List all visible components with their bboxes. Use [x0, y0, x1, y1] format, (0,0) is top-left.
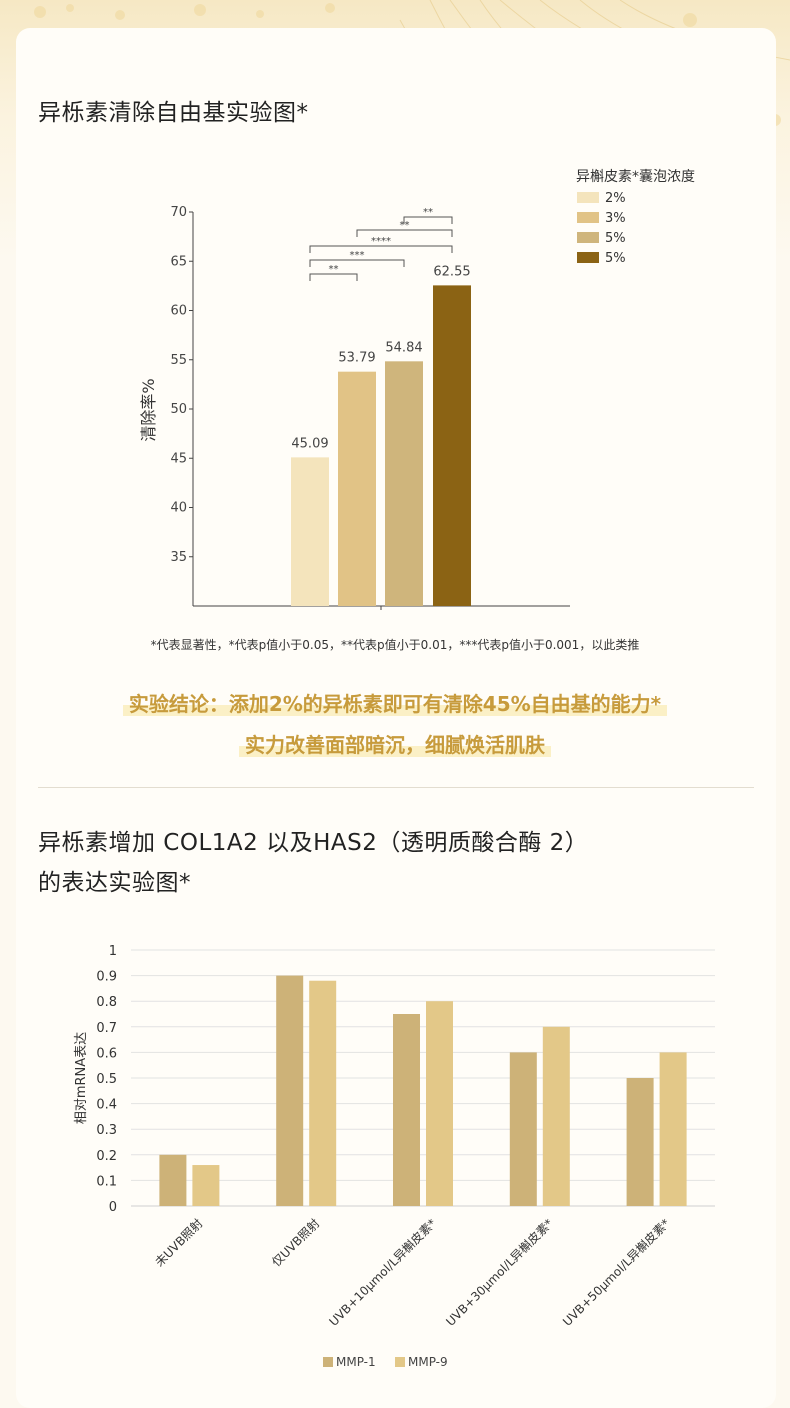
category-label: 未UVB照射	[152, 1216, 206, 1270]
legend-label: MMP-1	[336, 1355, 376, 1369]
significance-stars: ***	[350, 250, 365, 261]
y-tick-label: 45	[170, 451, 187, 466]
category-label: UVB+10μmol/L异槲皮素*	[326, 1216, 439, 1329]
significance-bracket	[356, 229, 453, 237]
mrna-expression-chart-svg: 0 0.1 0.2 0.3 0.4 0.5 0.6 0.7 0.8 0.9 1 相对mRNA表达未UV…	[74, 944, 715, 1369]
y-tick-label: 0.9	[96, 970, 117, 985]
significance-bracket	[309, 245, 453, 253]
y-axis-label: 清除率%	[139, 378, 158, 441]
chart1-title: 异栎素清除自由基实验图*	[38, 100, 309, 126]
free-radical-chart-svg: 35 40 45 50 55 60 65 70 清除率% 45.09 53.79 54.84 62.55…	[139, 168, 695, 610]
significance-bracket	[403, 216, 453, 224]
y-tick-label: 0.1	[96, 1174, 117, 1189]
legend-swatch	[323, 1357, 333, 1367]
bar-3%	[338, 371, 376, 606]
bar-5%	[385, 361, 423, 606]
significance-stars: ****	[371, 236, 391, 247]
y-tick-label: 40	[170, 501, 187, 516]
legend-label: 5%	[605, 231, 626, 246]
y-tick-label: 0.6	[96, 1046, 117, 1061]
significance-note: *代表显著性，*代表p值小于0.05，**代表p值小于0.01，***代表p值小…	[150, 638, 640, 652]
y-tick-label: 65	[170, 254, 187, 269]
legend-swatch	[577, 212, 599, 223]
bar-mmp-1	[509, 1052, 537, 1206]
bar-mmp-1	[159, 1154, 187, 1206]
legend-label: 3%	[605, 211, 626, 226]
legend-title: 异槲皮素*囊泡浓度	[576, 168, 695, 185]
bar-mmp-9	[309, 980, 337, 1206]
legend-swatch	[395, 1357, 405, 1367]
legend-swatch	[577, 232, 599, 243]
category-label: 仅UVB照射	[268, 1216, 322, 1270]
y-tick-label: 0.4	[96, 1098, 117, 1113]
bar-mmp-1	[393, 1014, 420, 1206]
y-tick-label: 70	[170, 205, 187, 220]
legend-swatch	[577, 252, 599, 263]
bar-value-label: 54.84	[385, 340, 422, 355]
category-label: UVB+30μmol/L异槲皮素*	[443, 1216, 556, 1329]
conclusion-text-1: 实验结论：添加2%的异栎素即可有清除45%自由基的能力*	[122, 692, 668, 716]
significance-stars: **	[423, 207, 433, 218]
bar-mmp-1	[626, 1078, 654, 1206]
y-tick-label: 1	[109, 944, 117, 959]
bar-mmp-9	[426, 1001, 453, 1206]
mrna-expression-chart: 0 0.1 0.2 0.3 0.4 0.5 0.6 0.7 0.8 0.9 1 相对mRNA表达未UV…	[0, 930, 790, 1394]
significance-stars: **	[400, 220, 410, 231]
bar-value-label: 45.09	[291, 436, 328, 451]
y-tick-label: 0.7	[96, 1021, 117, 1036]
y-tick-label: 0.2	[96, 1149, 117, 1164]
y-tick-label: 0	[109, 1200, 117, 1215]
section-divider	[38, 787, 754, 788]
bar-value-label: 62.55	[433, 264, 470, 279]
significance-bracket	[309, 259, 405, 267]
y-axis-label: 相对mRNA表达	[74, 1032, 89, 1124]
category-label: UVB+50μmol/L异槲皮素*	[560, 1216, 673, 1329]
legend-label: 2%	[605, 191, 626, 206]
conclusion-line-2: 实力改善面部暗沉，细腻焕活肌肤	[0, 729, 790, 758]
free-radical-chart: 35 40 45 50 55 60 65 70 清除率% 45.09 53.79 54.84 62.55…	[0, 150, 790, 634]
bar-2%	[291, 457, 329, 606]
y-tick-label: 0.5	[96, 1072, 117, 1087]
legend-label: 5%	[605, 251, 626, 266]
chart2-title-line-1: 异栎素增加 COL1A2 以及HAS2（透明质酸合酶 2）	[38, 830, 589, 856]
bar-mmp-9	[192, 1165, 220, 1206]
conclusion-text-2: 实力改善面部暗沉，细腻焕活肌肤	[239, 733, 551, 757]
bar-mmp-9	[542, 1026, 570, 1206]
bar-value-label: 53.79	[338, 351, 375, 366]
y-tick-label: 55	[170, 353, 187, 368]
legend-swatch	[577, 192, 599, 203]
y-tick-label: 35	[170, 550, 187, 565]
conclusion-line-1: 实验结论：添加2%的异栎素即可有清除45%自由基的能力*	[0, 688, 790, 717]
significance-bracket	[309, 273, 358, 281]
bar-mmp-1	[276, 975, 304, 1206]
bar-mmp-9	[659, 1052, 687, 1206]
significance-stars: **	[329, 264, 339, 275]
legend-label: MMP-9	[408, 1355, 448, 1369]
y-tick-label: 60	[170, 304, 187, 319]
y-tick-label: 0.3	[96, 1123, 117, 1138]
y-tick-label: 0.8	[96, 995, 117, 1010]
y-tick-label: 50	[170, 402, 187, 417]
chart2-title-line-2: 的表达实验图*	[38, 870, 191, 896]
bar-5%	[433, 285, 471, 606]
